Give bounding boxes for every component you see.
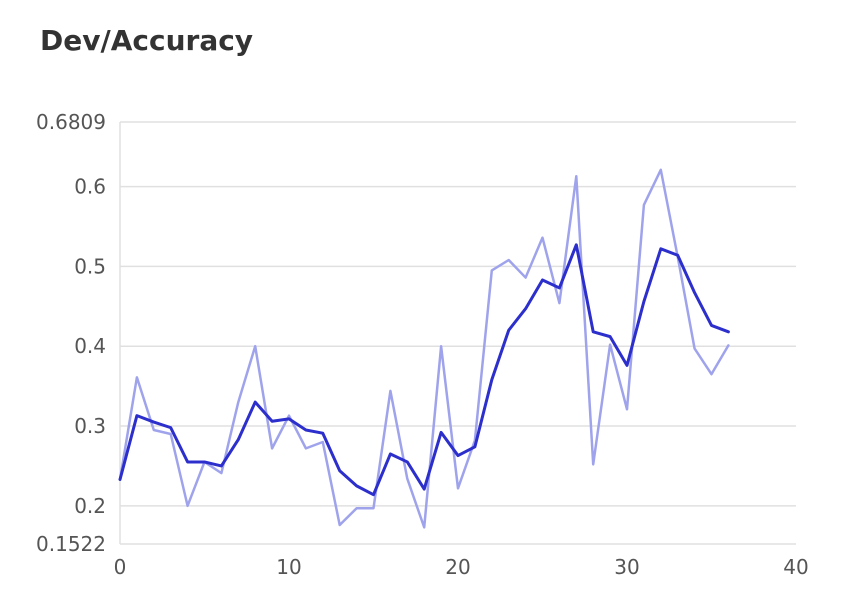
y-tick-label: 0.4 <box>74 334 106 358</box>
y-tick-label: 0.2 <box>74 494 106 518</box>
y-tick-label: 0.1522 <box>36 532 106 556</box>
y-axis-tick-labels: 0.1522 0.2 0.3 0.4 0.5 0.6 0.6809 <box>36 110 106 556</box>
y-tick-label: 0.6 <box>74 175 106 199</box>
raw-series-line <box>118 168 730 529</box>
x-tick-label: 10 <box>276 555 301 579</box>
x-tick-label: 30 <box>614 555 639 579</box>
y-tick-label: 0.3 <box>74 414 106 438</box>
series-layer <box>118 168 730 529</box>
y-tick-label: 0.6809 <box>36 110 106 134</box>
x-tick-label: 0 <box>114 555 127 579</box>
smoothed-series-line <box>118 243 730 497</box>
x-tick-label: 20 <box>445 555 470 579</box>
x-tick-label: 40 <box>783 555 808 579</box>
y-tick-label: 0.5 <box>74 254 106 278</box>
chart-title: Dev/Accuracy <box>40 24 254 57</box>
x-axis-tick-labels: 0 10 20 30 40 <box>114 555 809 579</box>
